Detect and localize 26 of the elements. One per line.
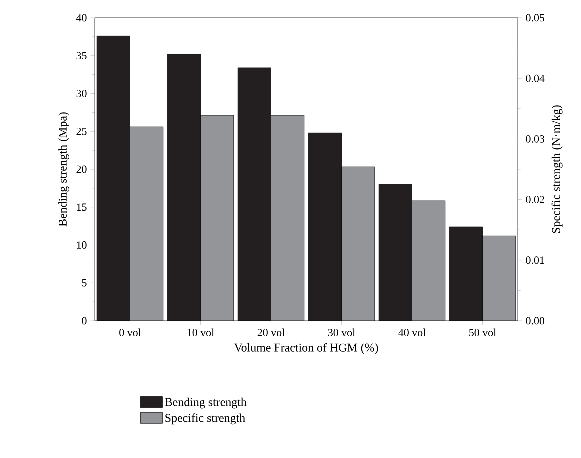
x-tick-label: 10 vol — [188, 328, 214, 336]
y-tick-label: 20 — [76, 166, 87, 174]
y2-tick-label: 0.01 — [526, 256, 544, 264]
y-tick-label: 10 — [77, 242, 87, 249]
x-axis-title: Volume Fraction of HGM (%) — [234, 343, 378, 354]
y2-tick-label: 0.05 — [526, 14, 545, 22]
y2-tick-label: 0.04 — [526, 74, 545, 82]
y-tick-label: 35 — [76, 52, 87, 60]
y2-axis-title: Specific strength (N·m/kg) — [552, 106, 563, 234]
y-tick-label: 40 — [76, 14, 87, 22]
y-tick-label: 0 — [82, 317, 87, 325]
legend-label: Specific strength — [166, 414, 246, 425]
y-axis-title: Bending strength (Mpa) — [58, 112, 70, 227]
y-tick-label: 15 — [77, 204, 87, 212]
legend-label: Bending strength — [165, 398, 247, 409]
y-tick-label: 30 — [76, 90, 87, 98]
x-tick-label: 20 vol — [258, 328, 285, 336]
x-tick-label: 30 vol — [328, 328, 356, 336]
y2-tick-label: 0.03 — [526, 135, 545, 143]
y2-tick-label: 0.00 — [526, 317, 545, 325]
y2-tick-label: 0.02 — [526, 196, 544, 204]
y-tick-label: 5 — [82, 279, 87, 287]
x-tick-label: 0 vol — [120, 328, 142, 336]
y-tick-label: 25 — [76, 128, 87, 136]
x-tick-label: 50 vol — [470, 328, 496, 336]
x-tick-label: 40 vol — [398, 328, 426, 336]
